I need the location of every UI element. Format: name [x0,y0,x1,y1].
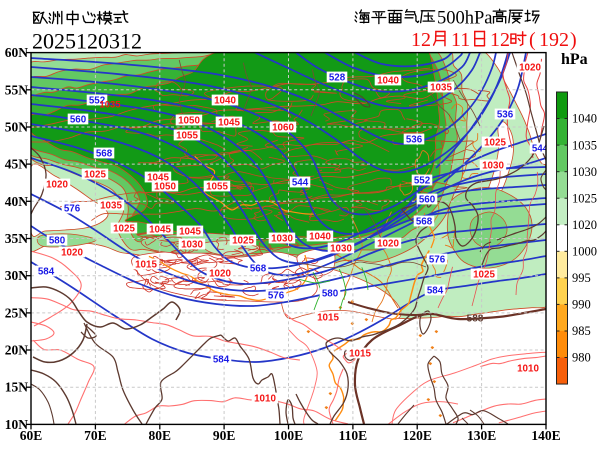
svg-text:1050: 1050 [178,116,200,127]
svg-text:1040: 1040 [377,76,399,87]
svg-text:985: 985 [572,324,591,338]
svg-text:192: 192 [539,29,569,51]
svg-text:15N: 15N [5,380,29,395]
svg-text:1035: 1035 [572,138,597,152]
svg-text:528: 528 [329,73,346,84]
svg-text:1025: 1025 [232,236,254,247]
svg-text:580: 580 [322,289,339,300]
svg-text:2025120312: 2025120312 [32,29,142,54]
svg-text:1025: 1025 [113,224,135,235]
svg-text:100E: 100E [274,428,303,443]
svg-text:1015: 1015 [349,349,371,360]
svg-text:1025: 1025 [473,270,495,281]
svg-text:1030: 1030 [330,244,352,255]
svg-text:1030: 1030 [181,240,203,251]
svg-text:584: 584 [427,286,444,297]
svg-text:25N: 25N [5,305,29,320]
svg-text:110E: 110E [339,428,368,443]
svg-text:1055: 1055 [176,131,198,142]
svg-text:1015: 1015 [135,260,157,271]
svg-text:1020: 1020 [209,269,231,280]
svg-text:1025: 1025 [84,170,106,181]
svg-text:995: 995 [572,271,591,285]
svg-text:500hPa: 500hPa [437,9,493,29]
svg-text:1035: 1035 [99,99,121,110]
svg-text:12: 12 [411,29,431,51]
svg-text:1025: 1025 [484,138,506,149]
svg-text:30N: 30N [5,268,29,283]
svg-text:536: 536 [406,135,423,146]
svg-text:): ) [570,29,577,51]
svg-text:980: 980 [572,351,591,365]
svg-text:120E: 120E [403,428,432,443]
svg-text:584: 584 [213,355,230,366]
svg-text:560: 560 [419,195,436,206]
svg-text:1050: 1050 [154,182,176,193]
svg-text:568: 568 [96,149,113,160]
svg-text:1030: 1030 [482,161,504,172]
svg-text:1060: 1060 [272,123,294,134]
svg-text:1035: 1035 [430,83,452,94]
svg-text:576: 576 [64,204,81,215]
svg-text:580: 580 [49,236,66,247]
svg-text:1040: 1040 [214,96,236,107]
svg-text:1020: 1020 [377,239,399,250]
svg-text:hPa: hPa [561,51,588,68]
svg-text:130E: 130E [467,428,496,443]
svg-text:55N: 55N [5,82,29,97]
svg-text:80E: 80E [149,428,172,443]
svg-text:11: 11 [451,29,470,51]
svg-text:990: 990 [572,298,591,312]
svg-text:544: 544 [532,144,549,155]
svg-text:50N: 50N [5,120,29,135]
svg-text:560: 560 [70,115,87,126]
svg-text:1010: 1010 [517,364,539,375]
svg-text:90E: 90E [213,428,236,443]
svg-text:1040: 1040 [309,232,331,243]
svg-text:1030: 1030 [271,234,293,245]
svg-text:(: ( [529,29,536,51]
svg-text:1045: 1045 [179,227,201,238]
svg-text:1010: 1010 [254,394,276,405]
svg-text:1040: 1040 [572,112,597,126]
svg-text:1030: 1030 [572,165,597,179]
svg-text:1045: 1045 [149,225,171,236]
svg-text:1020: 1020 [46,180,68,191]
svg-text:552: 552 [89,96,106,107]
svg-text:40N: 40N [5,194,29,209]
svg-text:10N: 10N [5,417,29,432]
svg-text:536: 536 [497,110,514,121]
svg-text:60E: 60E [20,428,43,443]
svg-text:1020: 1020 [572,218,597,232]
svg-text:1020: 1020 [61,248,83,259]
svg-text:12: 12 [490,29,510,51]
svg-text:588: 588 [467,314,484,325]
svg-text:1035: 1035 [100,201,122,212]
svg-text:544: 544 [292,178,309,189]
svg-text:1000: 1000 [572,245,597,259]
svg-text:1055: 1055 [206,182,228,193]
svg-text:60N: 60N [5,45,29,60]
svg-text:20N: 20N [5,343,29,358]
svg-text:576: 576 [268,291,285,302]
svg-text:45N: 45N [5,157,29,172]
svg-text:70E: 70E [84,428,107,443]
svg-text:35N: 35N [5,231,29,246]
svg-text:1025: 1025 [572,191,597,205]
svg-text:568: 568 [250,264,267,275]
svg-text:140E: 140E [531,428,560,443]
svg-text:552: 552 [414,176,431,187]
svg-text:1020: 1020 [519,63,541,74]
svg-text:1045: 1045 [147,173,169,184]
svg-text:1015: 1015 [317,313,339,324]
svg-text:568: 568 [416,217,433,228]
svg-text:576: 576 [429,255,446,266]
svg-text:1045: 1045 [218,118,240,129]
svg-text:584: 584 [38,267,55,278]
